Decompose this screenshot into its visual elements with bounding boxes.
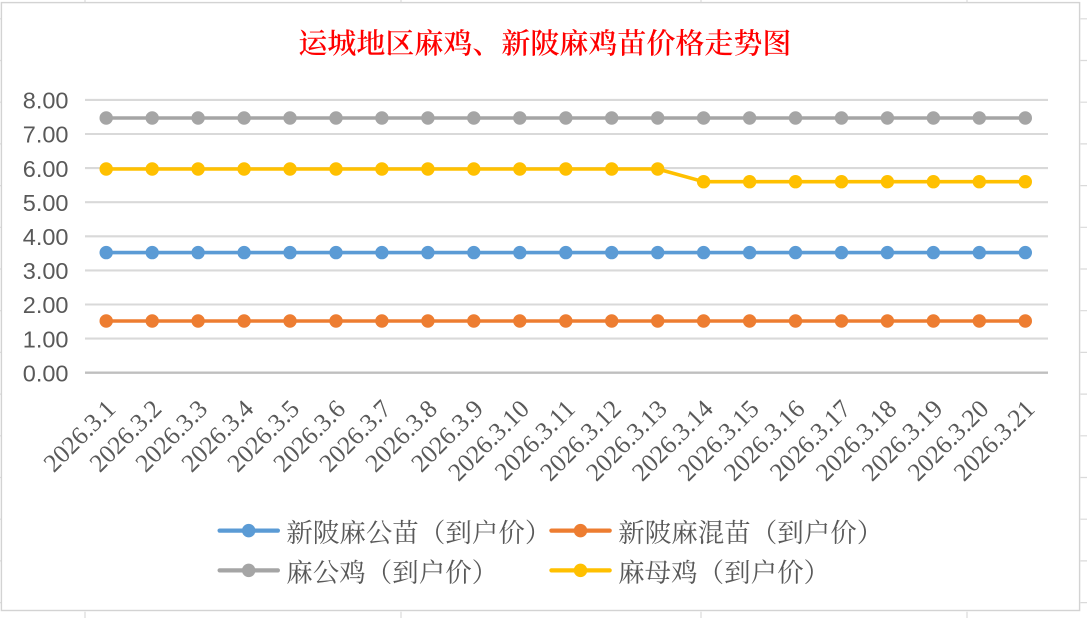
svg-text:6.00: 6.00 <box>23 156 69 182</box>
svg-text:4.00: 4.00 <box>23 224 69 250</box>
svg-text:7.00: 7.00 <box>23 122 69 148</box>
svg-text:0.00: 0.00 <box>23 360 69 386</box>
svg-text:3.00: 3.00 <box>23 258 69 284</box>
svg-text:5.00: 5.00 <box>23 190 69 216</box>
svg-text:2.00: 2.00 <box>23 292 69 318</box>
svg-text:1.00: 1.00 <box>23 326 69 352</box>
svg-text:8.00: 8.00 <box>23 88 69 114</box>
